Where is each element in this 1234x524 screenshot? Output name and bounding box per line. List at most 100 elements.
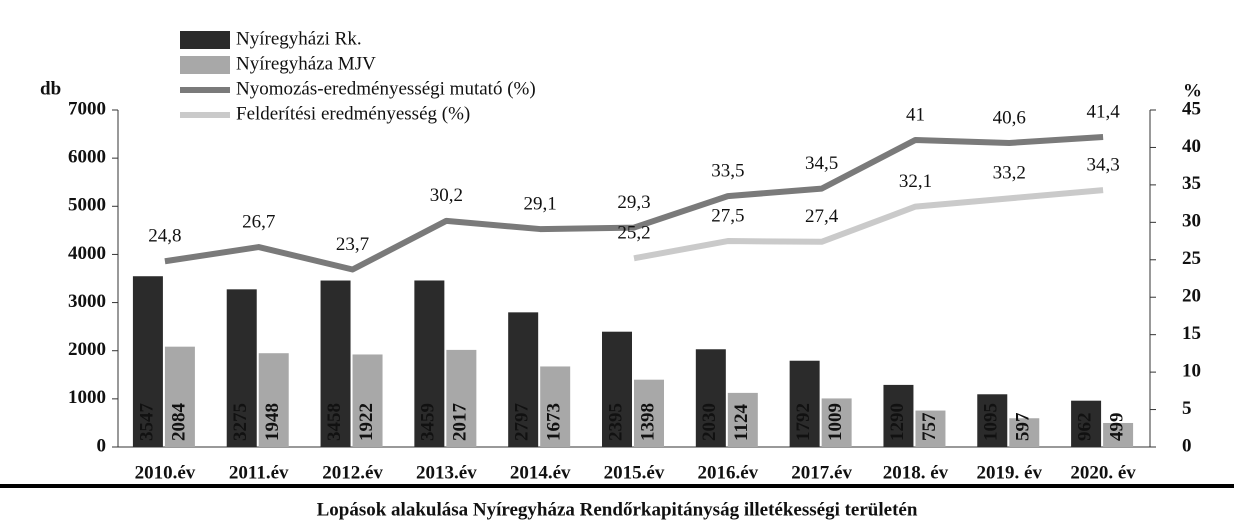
line-label: 40,6: [993, 107, 1026, 128]
line-label: 27,4: [805, 206, 839, 227]
y-tick-label: 4000: [68, 243, 106, 264]
bar: [1071, 400, 1102, 447]
y2-tick-label: 15: [1182, 323, 1201, 344]
line-label: 23,7: [336, 234, 369, 255]
y-tick-label: 2000: [68, 339, 106, 360]
bar-label: 597: [1013, 412, 1034, 441]
line-label: 41: [906, 104, 925, 125]
bar: [414, 280, 445, 447]
x-tick-label: 2018. év: [883, 462, 949, 483]
y2-tick-label: 30: [1182, 211, 1201, 232]
y2-tick-label: 40: [1182, 136, 1201, 157]
line-label: 27,5: [711, 205, 744, 226]
legend-label: Nyomozás-eredményességi mutató (%): [236, 78, 536, 99]
line: [164, 133, 1104, 273]
bar: [695, 349, 726, 447]
y-tick-label: 1000: [68, 387, 106, 408]
legend-swatch: [180, 56, 230, 74]
bar-label: 1948: [262, 403, 283, 441]
y-tick-label: 0: [97, 435, 107, 456]
line-label: 34,5: [805, 153, 838, 174]
bar: [540, 366, 571, 447]
line-label: 34,3: [1086, 154, 1119, 175]
legend-label: Nyíregyházi Rk.: [236, 28, 362, 49]
y-axis-label: db: [40, 78, 61, 99]
bar: [258, 353, 289, 447]
bar-label: 3459: [418, 403, 439, 441]
bar-label: 1095: [981, 403, 1002, 441]
bar: [727, 392, 758, 447]
bar: [352, 354, 383, 447]
y2-axis-label: %: [1183, 80, 1202, 101]
x-tick-label: 2010.év: [135, 462, 196, 483]
bar: [821, 398, 852, 447]
line-label: 26,7: [242, 211, 275, 232]
x-tick-label: 2020. év: [1070, 462, 1136, 483]
y-tick-label: 3000: [68, 291, 106, 312]
bar: [446, 349, 477, 447]
line-label: 25,2: [617, 223, 650, 244]
y2-tick-label: 0: [1182, 435, 1192, 456]
bar-label: 3547: [136, 403, 157, 442]
bar: [883, 384, 914, 447]
bar-label: 757: [919, 412, 940, 441]
line-label: 41,4: [1086, 101, 1120, 122]
y-tick-label: 6000: [68, 147, 106, 168]
line-label: 29,3: [617, 192, 650, 213]
line-label: 24,8: [148, 226, 181, 247]
x-tick-label: 2012.év: [322, 462, 383, 483]
bar-label: 2084: [168, 403, 189, 442]
y2-tick-label: 45: [1182, 98, 1201, 119]
bar-label: 962: [1074, 413, 1095, 442]
bar: [132, 276, 163, 447]
bar-label: 499: [1106, 413, 1127, 442]
bar-label: 1290: [887, 403, 908, 441]
line-label: 32,1: [899, 171, 932, 192]
bar-label: 2030: [699, 403, 720, 441]
bar-label: 1124: [731, 404, 752, 441]
bar-label: 2395: [605, 403, 626, 441]
bar-label: 1922: [356, 403, 377, 441]
line-label: 33,2: [993, 163, 1026, 184]
y-tick-label: 7000: [68, 98, 106, 119]
chart-title: Lopások alakulása Nyíregyháza Rendőrkapi…: [317, 499, 918, 520]
y2-tick-label: 20: [1182, 286, 1201, 307]
x-tick-label: 2014.év: [510, 462, 571, 483]
bar: [164, 346, 195, 447]
line: [633, 187, 1104, 262]
legend-swatch: [180, 31, 230, 49]
bar-label: 2017: [450, 403, 471, 442]
x-tick-label: 2016.év: [697, 462, 758, 483]
y-tick-label: 5000: [68, 195, 106, 216]
bar: [789, 360, 820, 447]
bar: [1009, 418, 1040, 447]
y2-tick-label: 35: [1182, 173, 1201, 194]
bar-label: 2797: [512, 403, 533, 442]
line-label: 33,5: [711, 160, 744, 181]
bar: [602, 331, 632, 447]
y2-tick-label: 10: [1182, 360, 1201, 381]
y2-tick-label: 5: [1182, 398, 1192, 419]
legend-label: Felderítési eredményesség (%): [236, 103, 470, 124]
x-tick-label: 2011.év: [229, 462, 289, 483]
bar: [1103, 422, 1134, 447]
bar-label: 3458: [324, 403, 345, 441]
line-label: 30,2: [430, 185, 463, 206]
bar-label: 1398: [637, 403, 658, 441]
bar: [226, 289, 257, 447]
bar-label: 3275: [230, 403, 251, 441]
bar-label: 1673: [544, 403, 565, 441]
bar: [977, 394, 1008, 447]
bar-label: 1792: [793, 403, 814, 441]
bar: [508, 312, 539, 447]
x-tick-label: 2015.év: [604, 462, 665, 483]
bar: [634, 379, 664, 447]
bar: [320, 280, 351, 447]
y2-tick-label: 25: [1182, 248, 1201, 269]
bar: [915, 410, 946, 447]
x-tick-label: 2017.év: [791, 462, 852, 483]
line-label: 29,1: [524, 193, 557, 214]
x-tick-label: 2013.év: [416, 462, 477, 483]
x-tick-label: 2019. év: [977, 462, 1043, 483]
